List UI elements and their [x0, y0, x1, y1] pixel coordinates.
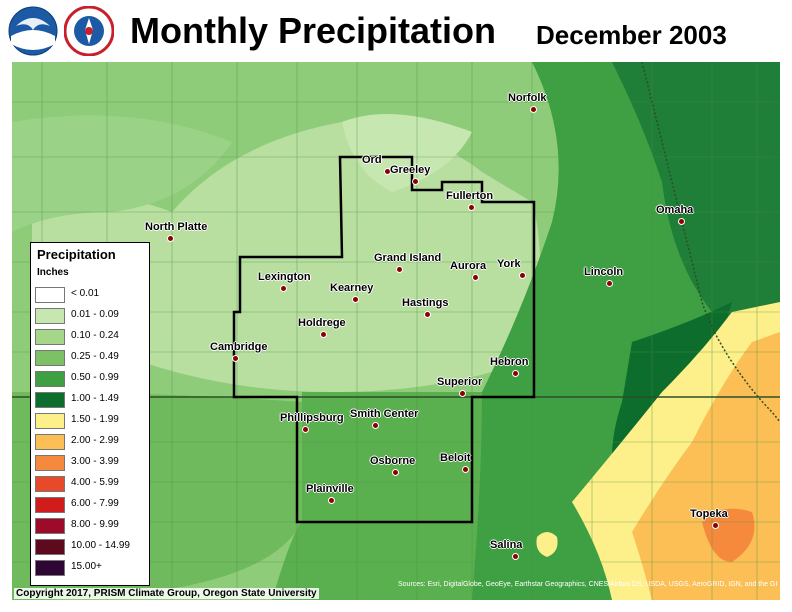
legend-swatch: [35, 392, 65, 408]
map-zone-south-central: [272, 392, 482, 600]
legend-range-label: 2.00 - 2.99: [71, 435, 119, 446]
legend-row: 1.50 - 1.99: [35, 413, 145, 429]
legend-swatch: [35, 371, 65, 387]
legend-range-label: 1.00 - 1.49: [71, 393, 119, 404]
map-title: Monthly Precipitation: [130, 10, 497, 51]
legend-row: 0.01 - 0.09: [35, 308, 145, 324]
legend-swatch: [35, 434, 65, 450]
legend-row: 4.00 - 5.99: [35, 476, 145, 492]
basemap-attribution: Sources: Esri, DigitalGlobe, GeoEye, Ear…: [398, 581, 778, 588]
legend-units: Inches: [37, 267, 69, 278]
legend: Precipitation Inches < 0.01 0.01 - 0.09 0.…: [30, 242, 150, 586]
legend-range-label: 0.50 - 0.99: [71, 372, 119, 383]
legend-swatch: [35, 350, 65, 366]
map-zone-lightest: [342, 114, 472, 192]
legend-range-label: 10.00 - 14.99: [71, 540, 130, 551]
copyright-credit: Copyright 2017, PRISM Climate Group, Ore…: [14, 588, 319, 599]
legend-range-label: 0.10 - 0.24: [71, 330, 119, 341]
legend-swatch: [35, 329, 65, 345]
map-zone-northeast: [612, 62, 780, 317]
legend-row: 1.00 - 1.49: [35, 392, 145, 408]
legend-swatch: [35, 308, 65, 324]
legend-row: 15.00+: [35, 560, 145, 576]
legend-swatch: [35, 518, 65, 534]
legend-row: 0.10 - 0.24: [35, 329, 145, 345]
legend-row: 6.00 - 7.99: [35, 497, 145, 513]
legend-swatch: [35, 455, 65, 471]
legend-row: < 0.01: [35, 287, 145, 303]
legend-row: 10.00 - 14.99: [35, 539, 145, 555]
map-date: December 2003: [536, 20, 727, 50]
legend-range-label: 0.25 - 0.49: [71, 351, 119, 362]
forecast-area-boundary: [232, 155, 536, 524]
legend-row: 0.50 - 0.99: [35, 371, 145, 387]
header: Monthly Precipitation December 2003: [0, 0, 792, 62]
legend-swatch: [35, 539, 65, 555]
nws-logo: [63, 5, 115, 57]
legend-range-label: 0.01 - 0.09: [71, 309, 119, 320]
legend-range-label: 6.00 - 7.99: [71, 498, 119, 509]
legend-row: 8.00 - 9.99: [35, 518, 145, 534]
map-zone-west: [12, 115, 232, 232]
legend-row: 2.00 - 2.99: [35, 434, 145, 450]
nws-logo-graphic: [63, 5, 115, 57]
noaa-logo-graphic: [8, 6, 58, 56]
legend-row: 0.25 - 0.49: [35, 350, 145, 366]
legend-range-label: 15.00+: [71, 561, 102, 572]
legend-range-label: 1.50 - 1.99: [71, 414, 119, 425]
legend-range-label: 8.00 - 9.99: [71, 519, 119, 530]
legend-swatch: [35, 476, 65, 492]
legend-swatch: [35, 413, 65, 429]
legend-swatch: [35, 497, 65, 513]
legend-range-label: < 0.01: [71, 288, 100, 299]
legend-range-label: 3.00 - 3.99: [71, 456, 119, 467]
legend-range-label: 4.00 - 5.99: [71, 477, 119, 488]
missouri-river-border: [641, 62, 780, 423]
legend-title: Precipitation: [37, 247, 116, 262]
noaa-logo: [8, 6, 58, 56]
legend-swatch: [35, 560, 65, 576]
legend-swatch: [35, 287, 65, 303]
legend-row: 3.00 - 3.99: [35, 455, 145, 471]
map-zone-salina-spot: [536, 532, 558, 557]
